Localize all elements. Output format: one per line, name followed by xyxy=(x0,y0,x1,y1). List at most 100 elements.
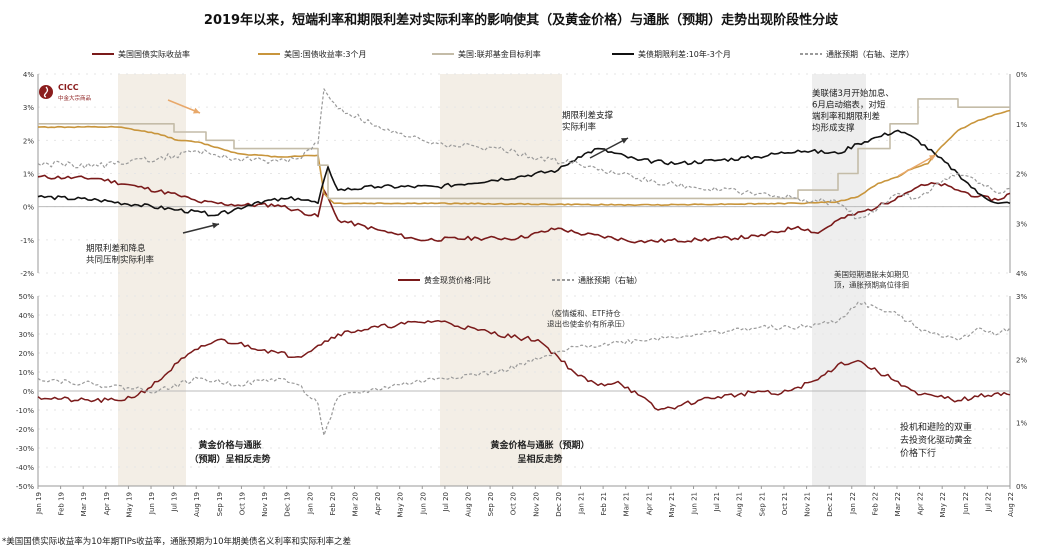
logo-name: CICC xyxy=(58,83,79,92)
annotation-text: 投机和避险的双重 xyxy=(900,421,972,433)
x-tick-label: Feb 19 xyxy=(58,492,66,516)
x-tick-label: Jun 19 xyxy=(148,492,156,515)
series-gold-yoy xyxy=(37,319,1011,411)
annotation-text: 期限利差和降息 xyxy=(86,243,146,254)
shaded-region-1 xyxy=(118,74,186,486)
series-tbill-3m xyxy=(37,109,1011,207)
series-fed-funds xyxy=(38,98,1010,200)
x-tick-label: Jun 22 xyxy=(962,492,970,515)
legend-label: 通胀预期（右轴） xyxy=(578,275,642,285)
x-tick-label: Sep 19 xyxy=(216,492,224,516)
x-tick-label: Aug 19 xyxy=(193,492,201,517)
x-tick-label: Oct 19 xyxy=(238,492,246,515)
cicc-logo: CICC 中金大宗商品 xyxy=(39,83,92,102)
bottom-right-tick-label: 1% xyxy=(1016,420,1027,428)
x-tick-label: Mar 20 xyxy=(351,492,359,516)
annotation-text: 共同压制实际利率 xyxy=(86,255,155,266)
arrow-icon-head xyxy=(212,222,219,229)
bottom-left-tick-label: -40% xyxy=(16,464,34,472)
x-tick-label: Feb 21 xyxy=(600,492,608,516)
x-tick-label: May 19 xyxy=(125,492,133,518)
top-left-tick-label: -1% xyxy=(20,237,34,245)
logo-mark-icon xyxy=(39,85,53,99)
annotation-text: 顶，通胀预期高位徘徊 xyxy=(834,280,909,290)
series-term-spread xyxy=(37,129,1011,217)
bottom-right-tick-label: 3% xyxy=(1016,293,1027,301)
logo-subtitle: 中金大宗商品 xyxy=(58,94,92,102)
annotation-text: 端利率和期限利差 xyxy=(812,111,880,122)
annotation-text: 退出也使金价有所承压） xyxy=(547,319,630,329)
arrow-icon-head xyxy=(193,107,200,114)
bottom-left-tick-label: 40% xyxy=(18,312,34,320)
top-left-tick-label: -2% xyxy=(20,270,34,278)
x-tick-label: Jan 19 xyxy=(35,492,43,515)
top-right-tick-label: 4% xyxy=(1016,270,1027,278)
legend-label: 黄金现货价格:同比 xyxy=(424,275,491,285)
top-right-tick-label: 0% xyxy=(1016,71,1027,79)
annotation-text: 黄金价格与通胀 xyxy=(198,439,261,451)
bottom-left-tick-label: -20% xyxy=(16,426,34,434)
annotation-text: 美联储3月开始加息、 xyxy=(812,88,894,99)
x-tick-label: Apr 21 xyxy=(645,492,653,515)
top-left-tick-label: 2% xyxy=(23,137,34,145)
shaded-region-2 xyxy=(440,74,562,486)
arrow-icon-head xyxy=(929,155,936,161)
x-tick-label: Mar 19 xyxy=(80,492,88,516)
bottom-left-tick-label: 30% xyxy=(18,331,34,339)
x-tick-label: Jul 20 xyxy=(442,492,450,513)
x-tick-label: Jul 22 xyxy=(984,492,992,513)
bottom-left-tick-label: -10% xyxy=(16,407,34,415)
series-inflation-expectation xyxy=(37,88,1011,220)
x-tick-label: Jun 21 xyxy=(691,492,699,515)
arrow-icon-head xyxy=(621,138,628,144)
shaded-regions xyxy=(118,74,866,486)
annotation-text: 实际利率 xyxy=(562,122,597,133)
x-tick-label: Jan 22 xyxy=(849,492,857,515)
top-left-tick-label: 0% xyxy=(23,204,34,212)
bottom-left-tick-label: 0% xyxy=(23,388,34,396)
legend-label: 美国国债实际收益率 xyxy=(118,49,190,59)
annotation-text: （预期）呈相反走势 xyxy=(189,453,270,465)
x-tick-label: Jan 20 xyxy=(306,492,314,515)
x-tick-label: Jan 21 xyxy=(578,492,586,515)
bottom-left-tick-label: -50% xyxy=(16,483,34,491)
top-left-tick-label: 3% xyxy=(23,104,34,112)
legend-label: 通胀预期（右轴、逆序） xyxy=(826,49,914,59)
x-tick-label: Mar 22 xyxy=(894,492,902,516)
x-tick-label: Feb 20 xyxy=(329,492,337,516)
x-tick-label: Dec 21 xyxy=(826,492,834,517)
x-tick-label: Apr 19 xyxy=(103,492,111,515)
x-tick-label: Dec 20 xyxy=(555,492,563,517)
bottom-left-tick-label: 10% xyxy=(18,369,34,377)
arrow-icon xyxy=(589,137,629,159)
x-tick-label: Jul 21 xyxy=(713,492,721,513)
series-real-yield xyxy=(37,174,1011,244)
x-tick-label: Oct 20 xyxy=(510,492,518,515)
x-tick-label: Feb 22 xyxy=(871,492,879,516)
x-tick-label: May 22 xyxy=(939,492,947,518)
legend-label: 美国:联邦基金目标利率 xyxy=(458,49,541,59)
x-tick-label: Dec 19 xyxy=(284,492,292,517)
top-right-tick-label: 3% xyxy=(1016,220,1027,228)
bottom-legend: 黄金现货价格:同比 通胀预期（右轴） xyxy=(398,275,642,285)
x-tick-label: Oct 21 xyxy=(781,492,789,515)
x-tick-label: Nov 19 xyxy=(261,492,269,517)
x-tick-label: Aug 20 xyxy=(464,492,472,517)
shaded-region-3 xyxy=(812,74,866,486)
x-tick-label: Sep 21 xyxy=(758,492,766,516)
annotation-text: 美国短期通胀未如期见 xyxy=(834,269,909,279)
annotation-text: 期限利差支撑 xyxy=(562,110,614,121)
top-chart-series xyxy=(37,88,1011,244)
top-left-tick-label: 1% xyxy=(23,171,34,179)
annotation-text: （疫情缓和、ETF持仓 xyxy=(547,308,621,318)
chart-title: 2019年以来，短端利率和期限利差对实际利率的影响使其（及黄金价格）与通胀（预期… xyxy=(204,12,839,28)
x-tick-label: May 20 xyxy=(397,492,405,518)
bottom-chart-series xyxy=(37,301,1011,436)
axes: 4% 3% 2% 1% 0% -1% -2% 0% 1% 2% 3% 4% 50% 40% 30% 20% 10… xyxy=(16,71,1028,518)
legend-label: 美债期限利差:10年-3个月 xyxy=(638,49,731,59)
annotation-text: 均形成支撑 xyxy=(812,123,855,134)
top-legend: 美国国债实际收益率 美国:国债收益率:3个月 美国:联邦基金目标利率 美债期限利差:1… xyxy=(92,49,914,59)
annotation-text: 黄金价格与通胀（预期） xyxy=(490,439,589,451)
